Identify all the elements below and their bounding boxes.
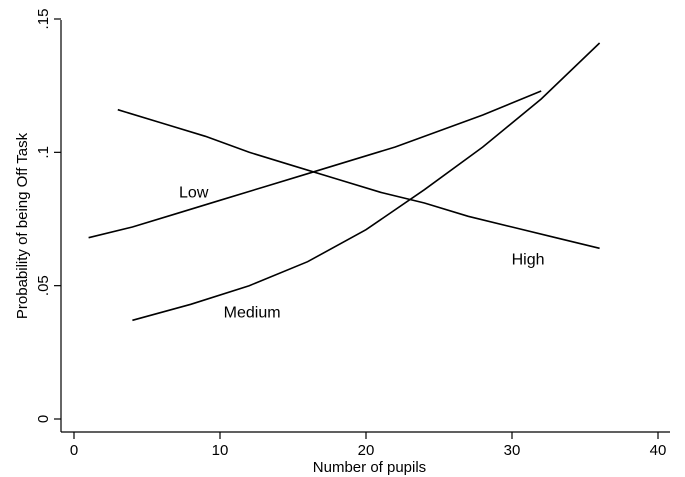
y-tick-label: 0 <box>35 415 52 423</box>
series-line-high <box>117 108 600 250</box>
series-label-high: High <box>512 251 545 268</box>
y-tick-label: .15 <box>35 9 52 30</box>
series-lines <box>88 42 601 322</box>
y-ticks: 0 .05 .1 .15 <box>35 9 61 423</box>
series-annotations: Low Medium High <box>179 185 544 322</box>
x-tick-label: 30 <box>504 442 521 459</box>
series-line-medium <box>132 42 601 322</box>
axes: 0 10 20 30 40 0 .05 .1 .15 <box>35 9 670 459</box>
y-tick-label: .1 <box>35 146 52 159</box>
y-axis-title: Probability of being Off Task <box>14 132 31 319</box>
x-tick-label: 40 <box>650 442 667 459</box>
y-tick-label: .05 <box>35 275 52 296</box>
x-tick-label: 0 <box>70 442 78 459</box>
x-axis-title: Number of pupils <box>313 459 426 476</box>
x-ticks: 0 10 20 30 40 <box>70 432 667 459</box>
series-label-low: Low <box>179 185 209 202</box>
series-line-low <box>88 90 542 239</box>
series-label-medium: Medium <box>224 305 281 322</box>
x-tick-label: 10 <box>212 442 229 459</box>
x-tick-label: 20 <box>358 442 375 459</box>
